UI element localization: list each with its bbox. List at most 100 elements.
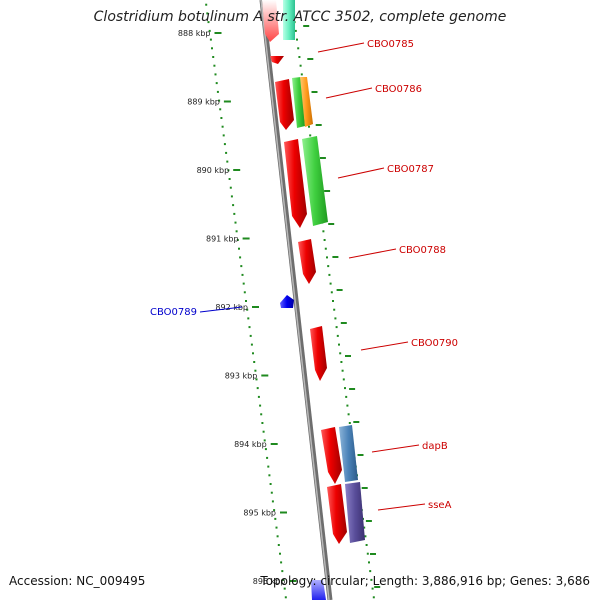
ring-dot (246, 308, 249, 311)
minor-tick (365, 520, 372, 522)
kbp-tick-mark (289, 580, 297, 582)
ring-dot (274, 517, 277, 520)
ring-dot (371, 587, 374, 590)
ring-dot (341, 369, 344, 372)
minor-tick (336, 289, 343, 291)
gene-block-purple[interactable] (345, 482, 365, 543)
kbp-tick-mark (223, 100, 231, 103)
ring-dot (262, 430, 265, 433)
ring-dot (277, 544, 280, 546)
ring-dot (234, 221, 237, 224)
gene-arrow-cbo0788[interactable] (298, 239, 316, 284)
inner-ring-dotted-line (205, 3, 287, 599)
kbp-tick-label: 888 kbp (178, 29, 211, 38)
ring-dot (230, 195, 233, 198)
gene-label-cbo0785[interactable]: CBO0785 (367, 39, 414, 50)
ring-dot (344, 387, 346, 390)
gene-block-green-cbo0787[interactable] (302, 136, 328, 226)
gene-block-cyan[interactable] (283, 0, 295, 40)
ring-dot (328, 273, 331, 276)
ring-dot (333, 308, 336, 311)
ring-dot (249, 334, 252, 337)
minor-tick (374, 586, 381, 588)
ring-dot (235, 230, 238, 233)
ring-dot (228, 178, 231, 180)
ring-dot (268, 474, 271, 477)
kbp-tick-mark (261, 374, 269, 377)
ring-dot (257, 395, 260, 398)
ring-dot (339, 352, 342, 355)
ring-dot (259, 404, 262, 407)
ring-dot (368, 561, 370, 564)
ring-dot (369, 570, 372, 573)
ring-dot (256, 387, 259, 390)
gene-block-steelblue[interactable] (339, 425, 358, 482)
gene-label-dapb[interactable]: dapB (422, 441, 448, 452)
gene-label-cbo0787[interactable]: CBO0787 (387, 164, 434, 175)
kbp-tick-mark (270, 443, 278, 445)
ring-dot (298, 56, 301, 58)
minor-tick (357, 454, 364, 456)
ring-dot (270, 491, 273, 494)
map-title: Clostridium botulinum A str. ATCC 3502, … (93, 9, 507, 25)
ring-dot (227, 169, 230, 172)
gene-arrow-cbo0785-upstream[interactable] (262, 0, 279, 42)
gene-labels: CBO0785 CBO0786 CBO0787 CBO0788 CBO0789 CBO07… (150, 39, 458, 511)
gene-arrow-dapb[interactable] (321, 427, 342, 484)
minor-tick (311, 91, 318, 93)
topology-summary: Topology: circular; Length: 3,886,916 bp… (260, 574, 590, 588)
gene-arrow-ssea[interactable] (327, 484, 347, 544)
minor-tick (315, 124, 322, 126)
ring-dot (327, 265, 330, 268)
ring-dot (332, 300, 334, 302)
gene-arrow-cbo0786[interactable] (275, 79, 294, 130)
gene-block-orange-cbo0786[interactable] (300, 77, 313, 127)
ring-dot (271, 500, 274, 503)
ring-dot (365, 544, 368, 546)
gene-block-bottom-blue[interactable] (311, 580, 326, 600)
ring-dot (281, 570, 284, 573)
ring-dot (225, 151, 228, 154)
ring-dot (222, 134, 225, 137)
kbp-tick-mark (280, 511, 287, 514)
minor-tick (349, 388, 356, 390)
kbp-tick-mark (214, 32, 222, 34)
genome-backbone-highlight (260, 0, 330, 600)
ring-dot (242, 282, 245, 285)
gene-label-ssea[interactable]: sseA (428, 500, 452, 511)
ring-dot (348, 422, 351, 424)
ring-dot (260, 413, 263, 416)
gene-arrow-cbo0785[interactable] (270, 56, 284, 64)
ring-dot (366, 552, 369, 555)
kbp-tick-mark (252, 306, 259, 308)
gene-label-cbo0789[interactable]: CBO0789 (150, 307, 197, 318)
ring-dot (276, 535, 279, 538)
kbp-ticks: 888 kbp 889 kbp 890 kbp 891 kbp 892 kbp 893 k… (178, 29, 297, 586)
ring-dot (296, 38, 298, 41)
gene-arrow-cbo0789[interactable] (280, 295, 294, 308)
gene-label-cbo0786[interactable]: CBO0786 (375, 84, 422, 95)
minor-tick (353, 421, 360, 423)
ring-dot (209, 38, 212, 41)
ring-dot (254, 369, 257, 372)
ring-dot (282, 578, 285, 581)
minor-tick (332, 256, 339, 258)
kbp-tick-mark (233, 169, 241, 171)
ring-dot (214, 73, 217, 76)
leader-line (325, 87, 373, 99)
ring-dot (238, 247, 240, 250)
ring-dot (324, 247, 327, 250)
gene-arrow-cbo0790[interactable] (310, 326, 327, 381)
ring-dot (216, 90, 219, 93)
ring-dot (213, 64, 216, 67)
gene-label-cbo0790[interactable]: CBO0790 (411, 338, 458, 349)
genome-backbone (259, 0, 333, 600)
ring-dot (284, 596, 287, 599)
ring-dot (211, 47, 213, 50)
gene-arrow-cbo0787[interactable] (284, 139, 307, 228)
ring-dot (233, 212, 236, 215)
gene-label-cbo0788[interactable]: CBO0788 (399, 245, 446, 256)
ring-dot (329, 282, 332, 285)
